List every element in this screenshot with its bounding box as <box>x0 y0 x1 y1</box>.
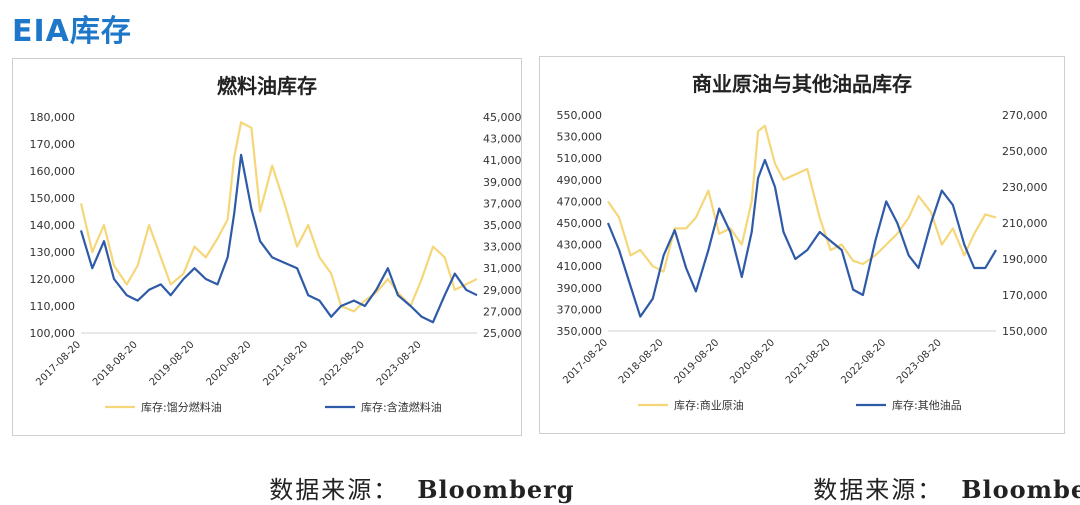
x-tick-label: 2020-08-20 <box>728 337 777 386</box>
y-right-tick-label: 250,000 <box>1002 145 1048 158</box>
x-tick-label: 2018-08-20 <box>617 337 666 386</box>
y-left-tick-label: 100,000 <box>30 327 76 340</box>
source-label: 数据来源： <box>269 476 400 504</box>
series-line-1 <box>607 124 997 273</box>
y-right-tick-label: 270,000 <box>1002 109 1048 122</box>
y-right-tick-label: 41,000 <box>483 154 521 167</box>
x-tick-label: 2017-08-20 <box>34 339 83 388</box>
y-right-tick-label: 25,000 <box>483 327 521 340</box>
source-note-left: 数据来源： Bloomberg <box>254 442 575 505</box>
x-tick-label: 2017-08-20 <box>561 337 610 386</box>
y-right-tick-label: 31,000 <box>483 262 521 275</box>
x-tick-label: 2018-08-20 <box>91 339 140 388</box>
y-right-tick-label: 230,000 <box>1002 181 1048 194</box>
y-left-tick-label: 120,000 <box>30 273 76 286</box>
y-left-tick-label: 140,000 <box>30 219 76 232</box>
x-tick-label: 2021-08-20 <box>261 339 310 388</box>
y-right-tick-label: 190,000 <box>1002 253 1048 266</box>
x-tick-label: 2021-08-20 <box>784 337 833 386</box>
x-tick-label: 2019-08-20 <box>672 337 721 386</box>
chart-fuel-oil-inventory: 燃料油库存 100,000 110,000 120,000 130,000 140,000… <box>30 74 522 414</box>
y-left-tick-label: 350,000 <box>557 325 603 338</box>
y-left-tick-label: 160,000 <box>30 165 76 178</box>
x-tick-label: 2022-08-20 <box>318 339 367 388</box>
y-right-tick-label: 170,000 <box>1002 289 1048 302</box>
y-right-tick-label: 39,000 <box>483 176 521 189</box>
y-left-tick-label: 510,000 <box>557 152 603 165</box>
x-tick-label: 2020-08-20 <box>205 339 254 388</box>
x-tick-label: 2023-08-20 <box>895 337 944 386</box>
y-left-tick-label: 170,000 <box>30 138 76 151</box>
y-left-tick-label: 430,000 <box>557 239 603 252</box>
y-left-tick-label: 530,000 <box>557 131 603 144</box>
y-left-tick-label: 150,000 <box>30 192 76 205</box>
y-left-tick-label: 490,000 <box>557 174 603 187</box>
x-tick-label: 2023-08-20 <box>375 339 424 388</box>
y-left-tick-label: 110,000 <box>30 300 76 313</box>
y-right-tick-label: 150,000 <box>1002 325 1048 338</box>
y-right-tick-label: 43,000 <box>483 133 521 146</box>
chart-title: 燃料油库存 <box>217 74 317 98</box>
legend-label: 库存:其他油品 <box>892 398 962 412</box>
y-right-tick-label: 37,000 <box>483 197 521 210</box>
y-left-tick-label: 550,000 <box>557 109 603 122</box>
series-line-2 <box>606 158 997 318</box>
source-label: 数据来源： <box>813 476 944 504</box>
y-right-tick-label: 210,000 <box>1002 217 1048 230</box>
chart-panel-fuel-oil: 燃料油库存 100,000 110,000 120,000 130,000 140,000… <box>12 58 522 436</box>
y-left-tick-label: 370,000 <box>557 303 603 316</box>
source-note-right: 数据来源： Bloomberg <box>798 442 1080 505</box>
y-right-tick-label: 29,000 <box>483 284 521 297</box>
y-right-tick-label: 35,000 <box>483 219 521 232</box>
y-right-tick-label: 33,000 <box>483 241 521 254</box>
x-tick-label: 2022-08-20 <box>839 337 888 386</box>
y-left-tick-label: 450,000 <box>557 217 603 230</box>
chart-panel-crude-other: 商业原油与其他油品库存 350,000 370,000 390,000 410,000 4… <box>539 56 1065 434</box>
x-tick-label: 2019-08-20 <box>148 339 197 388</box>
y-left-tick-label: 410,000 <box>557 260 603 273</box>
page-title: EIA库存 <box>12 14 132 49</box>
series-line-1 <box>79 121 478 313</box>
y-left-tick-label: 130,000 <box>30 246 76 259</box>
series-line-2 <box>79 153 478 324</box>
legend-label: 库存:商业原油 <box>674 398 744 412</box>
y-right-tick-label: 45,000 <box>483 111 521 124</box>
y-right-tick-label: 27,000 <box>483 305 521 318</box>
source-value: Bloomberg <box>417 475 575 504</box>
y-left-tick-label: 390,000 <box>557 282 603 295</box>
chart-crude-and-other-inventory: 商业原油与其他油品库存 350,000 370,000 390,000 410,000 4… <box>557 72 1048 412</box>
y-left-tick-label: 180,000 <box>30 111 76 124</box>
chart-title: 商业原油与其他油品库存 <box>692 72 912 96</box>
legend-label: 库存:含渣燃料油 <box>361 400 442 414</box>
source-value: Bloomberg <box>961 475 1080 504</box>
y-left-tick-label: 470,000 <box>557 195 603 208</box>
legend-label: 库存:馏分燃料油 <box>141 400 222 414</box>
